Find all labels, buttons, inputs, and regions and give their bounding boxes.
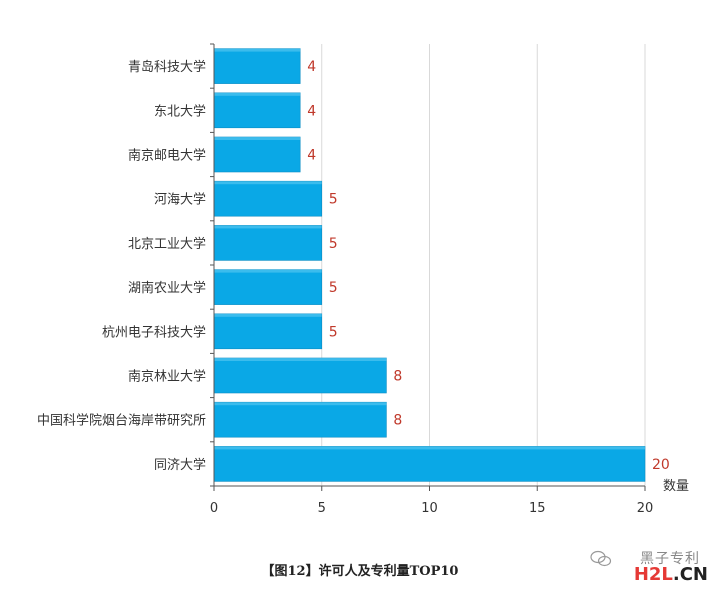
value-label-3: 5 <box>329 192 338 208</box>
watermark-text: 黑子专利 <box>640 551 700 567</box>
bar-5 <box>213 269 323 305</box>
category-label-7: 南京林业大学 <box>128 369 206 385</box>
bars <box>213 48 646 482</box>
value-label-5: 5 <box>329 280 338 296</box>
figure-caption: 【图12】许可人及专利量TOP10 <box>261 564 459 579</box>
bar-9 <box>213 446 646 482</box>
category-label-0: 青岛科技大学 <box>128 59 206 75</box>
category-label-5: 湖南农业大学 <box>128 280 206 296</box>
category-label-6: 杭州电子科技大学 <box>102 324 206 340</box>
x-tick-label-1: 5 <box>318 501 326 516</box>
value-label-9: 20 <box>652 457 670 473</box>
value-label-6: 5 <box>329 324 338 340</box>
value-label-2: 4 <box>307 148 316 164</box>
bar-highlight-2 <box>214 137 301 140</box>
x-tick-label-0: 0 <box>210 501 218 516</box>
bar-4 <box>213 225 323 261</box>
x-tick-label-2: 10 <box>421 501 438 516</box>
category-label-4: 北京工业大学 <box>128 236 206 252</box>
value-label-0: 4 <box>307 59 316 75</box>
bar-0 <box>213 48 301 84</box>
bar-highlight-3 <box>214 181 322 185</box>
bar-highlight-8 <box>214 402 387 406</box>
bar-highlight-9 <box>214 446 645 450</box>
bar-7 <box>213 357 387 394</box>
labels: 青岛科技大学 4 东北大学 4 南京邮电大学 4 河海大学 5 北京工业大学 5 湖南农业大学 5 杭州… <box>37 59 670 516</box>
bar-6 <box>213 313 323 350</box>
bar-highlight-0 <box>214 48 301 52</box>
category-label-9: 同济大学 <box>154 457 206 473</box>
axes <box>210 43 646 491</box>
wechat-icon <box>590 550 612 567</box>
logo-cn: .CN <box>672 564 708 585</box>
watermark: 黑子专利 H2L.CN <box>588 548 708 585</box>
value-label-1: 4 <box>307 103 316 119</box>
bar-highlight-4 <box>214 225 322 229</box>
category-label-8: 中国科学院烟台海岸带研究所 <box>37 413 206 429</box>
bar-highlight-7 <box>214 358 387 361</box>
bar-8 <box>213 401 387 438</box>
category-label-3: 河海大学 <box>154 192 206 208</box>
logo-h2l: H2L <box>633 564 673 585</box>
bar-3 <box>213 180 323 217</box>
bar-2 <box>213 136 301 173</box>
bar-highlight-6 <box>214 313 322 317</box>
bar-highlight-1 <box>214 92 301 96</box>
value-label-7: 8 <box>393 369 402 385</box>
bar-highlight-5 <box>214 269 322 273</box>
x-tick-label-3: 15 <box>529 501 546 516</box>
category-label-2: 南京邮电大学 <box>128 148 206 164</box>
x-axis-unit-label: 数量 <box>663 479 689 494</box>
bar-1 <box>213 92 301 129</box>
value-label-4: 5 <box>329 236 338 252</box>
x-tick-label-4: 20 <box>637 501 654 516</box>
value-label-8: 8 <box>393 413 402 429</box>
h2l-logo: H2L.CN <box>634 564 708 585</box>
category-label-1: 东北大学 <box>154 103 206 119</box>
